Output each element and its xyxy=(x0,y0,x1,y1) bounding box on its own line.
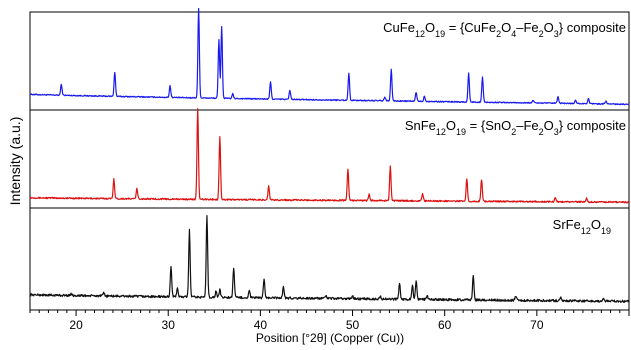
x-tick-label: 40 xyxy=(254,318,268,332)
series-line-1 xyxy=(29,7,630,106)
series-label-2: SnFe12O19 = {SnO2–Fe2O3} composite xyxy=(405,118,626,137)
series-line-2 xyxy=(29,108,630,204)
x-tick-label: 50 xyxy=(346,318,360,332)
y-axis-title: Intensity (a.u.) xyxy=(7,117,23,206)
panel-dividers xyxy=(30,109,629,209)
series-label-1: CuFe12O19 = {CuFe2O4–Fe2O3} composite xyxy=(383,20,626,39)
diffraction-traces xyxy=(29,7,630,303)
x-axis: 20 30 40 50 60 70 xyxy=(29,310,630,332)
x-tick-label: 70 xyxy=(530,318,544,332)
series-labels: CuFe12O19 = {CuFe2O4–Fe2O3} composite SnF… xyxy=(383,20,626,236)
x-tick-label: 20 xyxy=(69,318,83,332)
plot-frame xyxy=(29,11,630,311)
series-line-3 xyxy=(29,214,630,303)
x-tick-label: 30 xyxy=(162,318,176,332)
series-label-3: SrFe12O19 xyxy=(553,217,611,236)
x-tick-label: 60 xyxy=(438,318,452,332)
x-axis-title: Position [°2θ] (Copper (Cu)) xyxy=(256,331,404,345)
